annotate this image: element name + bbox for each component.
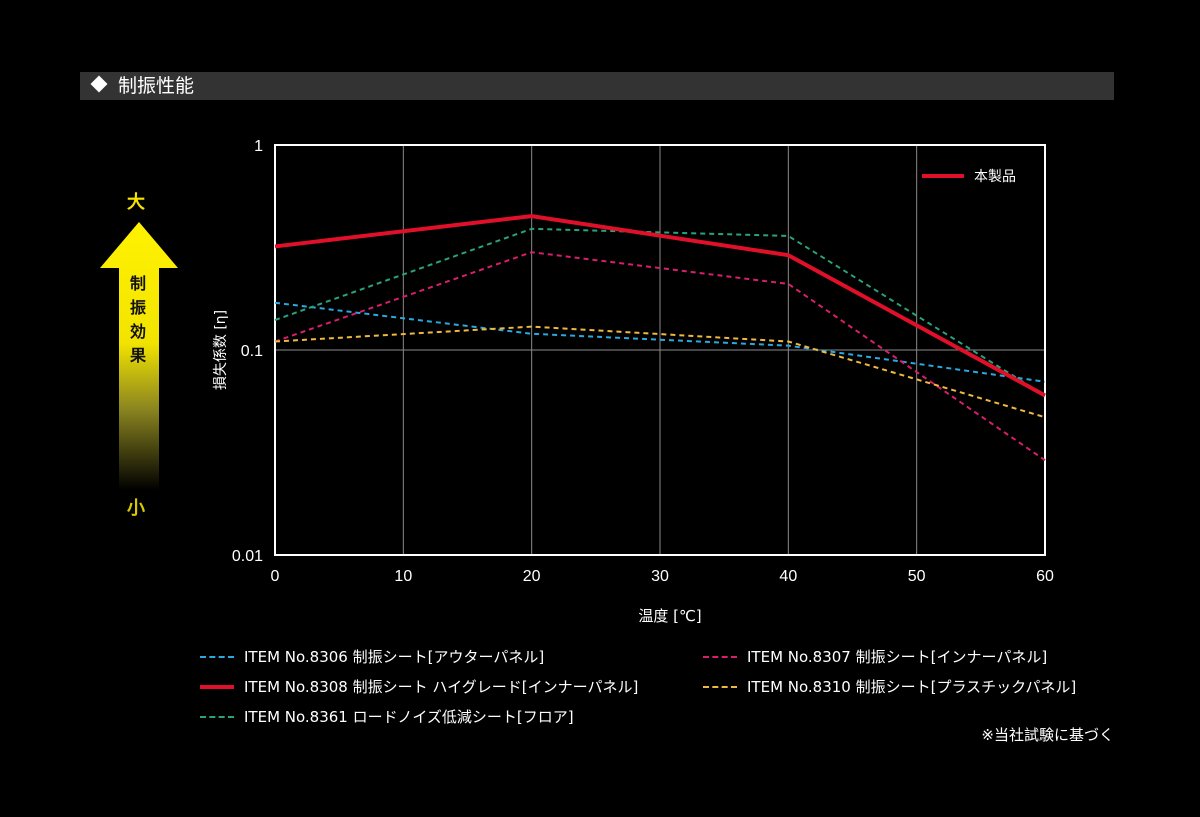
legend-label: ITEM No.8306 制振シート[アウターパネル] <box>244 648 545 666</box>
y-tick-label: 1 <box>254 138 263 155</box>
legend-label: ITEM No.8307 制振シート[インナーパネル] <box>747 648 1048 666</box>
legend-swatch <box>703 655 737 658</box>
legend-label: ITEM No.8310 制振シート[プラスチックパネル] <box>747 678 1077 696</box>
loss-factor-chart: 0 10 20 30 40 50 60 1 0.1 0.01 <box>232 138 1054 585</box>
series-line <box>274 251 1046 462</box>
legend-item-8307: ITEM No.8307 制振シート[インナーパネル] <box>703 646 1047 667</box>
legend-item-8306: ITEM No.8306 制振シート[アウターパネル] <box>200 646 544 667</box>
legend-swatch-product <box>922 174 964 178</box>
x-tick-label: 20 <box>523 568 541 585</box>
x-tick-label: 0 <box>271 568 280 585</box>
x-tick-label: 40 <box>779 568 797 585</box>
effect-axis-label: 制振効果 <box>129 274 146 365</box>
y-tick-label: 0.01 <box>232 548 263 565</box>
effect-high-label: 大 <box>127 192 145 213</box>
x-tick-label: 50 <box>908 568 926 585</box>
legend-item-8308: ITEM No.8308 制振シート ハイグレード[インナーパネル] <box>200 676 638 697</box>
x-tick-label: 60 <box>1036 568 1054 585</box>
legend-swatch <box>703 685 737 688</box>
effect-arrow-icon <box>100 222 178 490</box>
legend-label: ITEM No.8361 ロードノイズ低減シート[フロア] <box>244 708 574 726</box>
legend-swatch <box>200 684 234 689</box>
inner-legend-label: 本製品 <box>974 169 1016 185</box>
series-line <box>274 227 1046 397</box>
y-tick-label: 0.1 <box>241 343 263 360</box>
inner-legend: 本製品 <box>922 166 1016 186</box>
legend-item-8310: ITEM No.8310 制振シート[プラスチックパネル] <box>703 676 1076 697</box>
series-line <box>274 214 1046 398</box>
x-tick-label: 30 <box>651 568 669 585</box>
section-header: 制振性能 <box>80 72 1114 100</box>
series-line <box>274 301 1046 383</box>
plot-frame <box>274 144 1046 556</box>
legend-label: ITEM No.8308 制振シート ハイグレード[インナーパネル] <box>244 678 639 696</box>
x-axis-title: 温度 [℃] <box>638 607 702 625</box>
footnote: ※当社試験に基づく <box>981 726 1114 744</box>
legend-swatch <box>200 655 234 658</box>
y-axis-title: 損失係数 [η] <box>213 309 229 391</box>
x-tick-label: 10 <box>394 568 412 585</box>
section-title: 制振性能 <box>118 75 195 97</box>
effect-low-label: 小 <box>127 498 145 519</box>
series-line <box>274 325 1046 419</box>
legend-swatch <box>200 715 234 718</box>
legend-item-8361: ITEM No.8361 ロードノイズ低減シート[フロア] <box>200 706 574 727</box>
